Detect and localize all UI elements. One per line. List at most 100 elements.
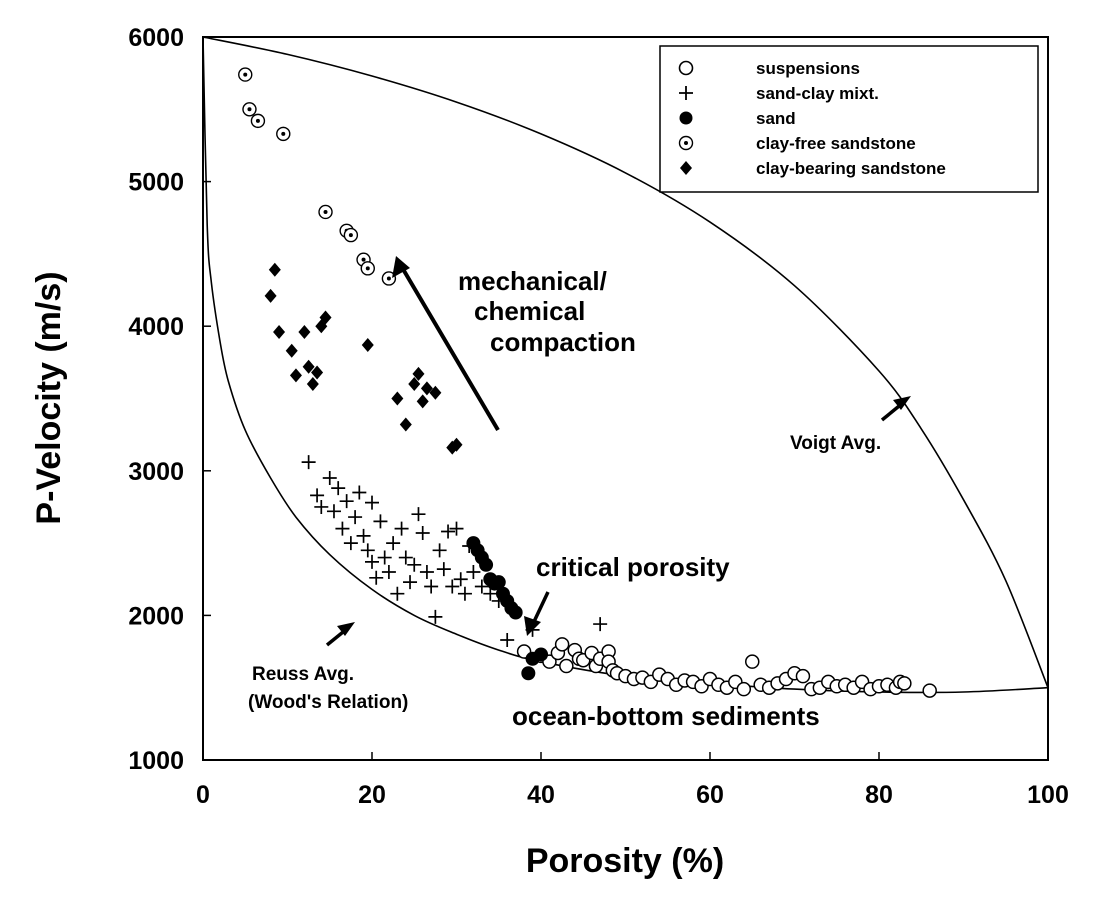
point-clay-bearing-sandstone [306,377,319,392]
x-tick-label: 80 [865,781,893,809]
x-tick-label: 20 [358,781,386,809]
point-clay-bearing-sandstone [450,437,463,452]
legend-label: clay-bearing sandstone [756,159,946,178]
legend-label: sand-clay mixt. [756,84,879,103]
point-clay-free-sandstone [242,102,257,117]
point-clay-free-sandstone [343,227,359,243]
legend-entry-clay-free: clay-free sandstone [678,134,916,153]
point-clay-bearing-sandstone [289,368,302,383]
legend-marker-plus [679,86,693,100]
point-sand-clay [369,570,384,585]
point-sand-clay [403,575,418,590]
y-axis-title: P-Velocity (m/s) [30,271,68,524]
point-clay-free-sandstone [238,67,253,82]
point-clay-free-sandstone [381,271,397,286]
x-tick-label: 40 [527,781,555,809]
point-sand [491,575,506,590]
point-sand [534,647,548,662]
voigt-curve [202,36,1049,688]
point-sand [508,605,523,620]
point-sand-clay [474,579,489,594]
point-suspension [922,683,937,698]
point-clay-free-sandstone [360,261,375,276]
point-sand-clay [449,521,464,536]
point-clay-bearing-sandstone [429,385,442,400]
point-clay-bearing-sandstone [361,337,374,352]
point-suspension [795,668,811,684]
annotation-reuss-1: Reuss Avg. [252,664,354,685]
point-sand-clay [322,471,337,486]
point-sand [521,666,536,681]
legend-entry-suspensions: suspensions [678,59,860,78]
point-clay-free-sandstone [276,126,291,142]
point-clay-bearing-sandstone [408,377,421,392]
point-clay-bearing-sandstone [302,359,315,374]
point-clay-bearing-sandstone [264,288,277,303]
point-sand-clay [428,609,443,624]
point-clay-bearing-sandstone [285,343,298,358]
point-clay-bearing-sandstone [399,417,412,432]
x-tick-label: 100 [1027,781,1069,809]
point-sand-clay [343,536,358,551]
point-sand-clay [457,586,472,601]
y-tick-label: 6000 [128,24,184,52]
y-tick-label: 3000 [128,458,184,486]
legend-box [659,45,1039,193]
legend-marker-open-circle [678,60,694,76]
point-sand-clay [436,562,451,577]
point-clay-bearing-sandstone [298,324,311,339]
point-sand-clay [398,550,413,565]
point-suspension [897,676,912,691]
curves-layer [202,36,1049,694]
points-layer [238,67,937,698]
point-sand-clay [500,632,515,647]
point-suspension [559,658,574,674]
point-sand-clay [360,543,375,558]
x-tick-label: 60 [696,781,724,809]
point-sand-clay [301,455,316,470]
plot-frame [202,36,1049,761]
point-clay-bearing-sandstone [273,324,286,339]
legend-label: suspensions [756,59,860,78]
point-clay-bearing-sandstone [319,310,332,325]
point-sand-clay [386,536,401,551]
point-sand-clay [445,579,460,594]
point-sand-clay [365,495,379,510]
legend-marker-filled-diamond [680,161,692,175]
point-sand-clay [441,524,456,539]
point-sand-clay [381,565,396,580]
point-sand-clay [453,572,468,587]
point-sand-clay [432,543,447,558]
point-sand-clay [339,494,354,509]
point-sand [479,557,494,572]
x-tick-label: 0 [196,781,210,809]
y-tick-label: 5000 [128,169,184,197]
point-sand-clay [373,514,388,529]
annotation-reuss-2: (Wood's Relation) [248,692,408,713]
legend-label: clay-free sandstone [756,134,916,153]
x-axis-title: Porosity (%) [526,842,724,880]
annotation-voigt: Voigt Avg. [790,433,881,454]
point-clay-free-sandstone [250,113,266,129]
critical-porosity-arrow [524,591,550,636]
annotation-compaction-3: compaction [490,327,636,357]
point-clay-bearing-sandstone [268,262,281,277]
point-clay-free-sandstone [318,204,333,220]
point-clay-bearing-sandstone [311,365,324,380]
point-sand-clay [394,521,409,536]
point-sand-clay [356,528,371,543]
point-suspension [736,681,752,697]
point-sand-clay [335,521,350,536]
y-tick-label: 2000 [128,602,184,630]
point-clay-bearing-sandstone [412,366,425,381]
point-sand-clay [377,550,392,565]
point-sand-clay [407,557,422,572]
legend-label: sand [756,109,796,128]
compaction-arrow [392,256,500,432]
annotation-compaction-1: mechanical/ [458,266,607,296]
y-tick-label: 4000 [128,313,184,341]
point-sand-clay [593,617,608,632]
reuss-curve [202,36,1049,694]
point-suspension [554,637,570,652]
